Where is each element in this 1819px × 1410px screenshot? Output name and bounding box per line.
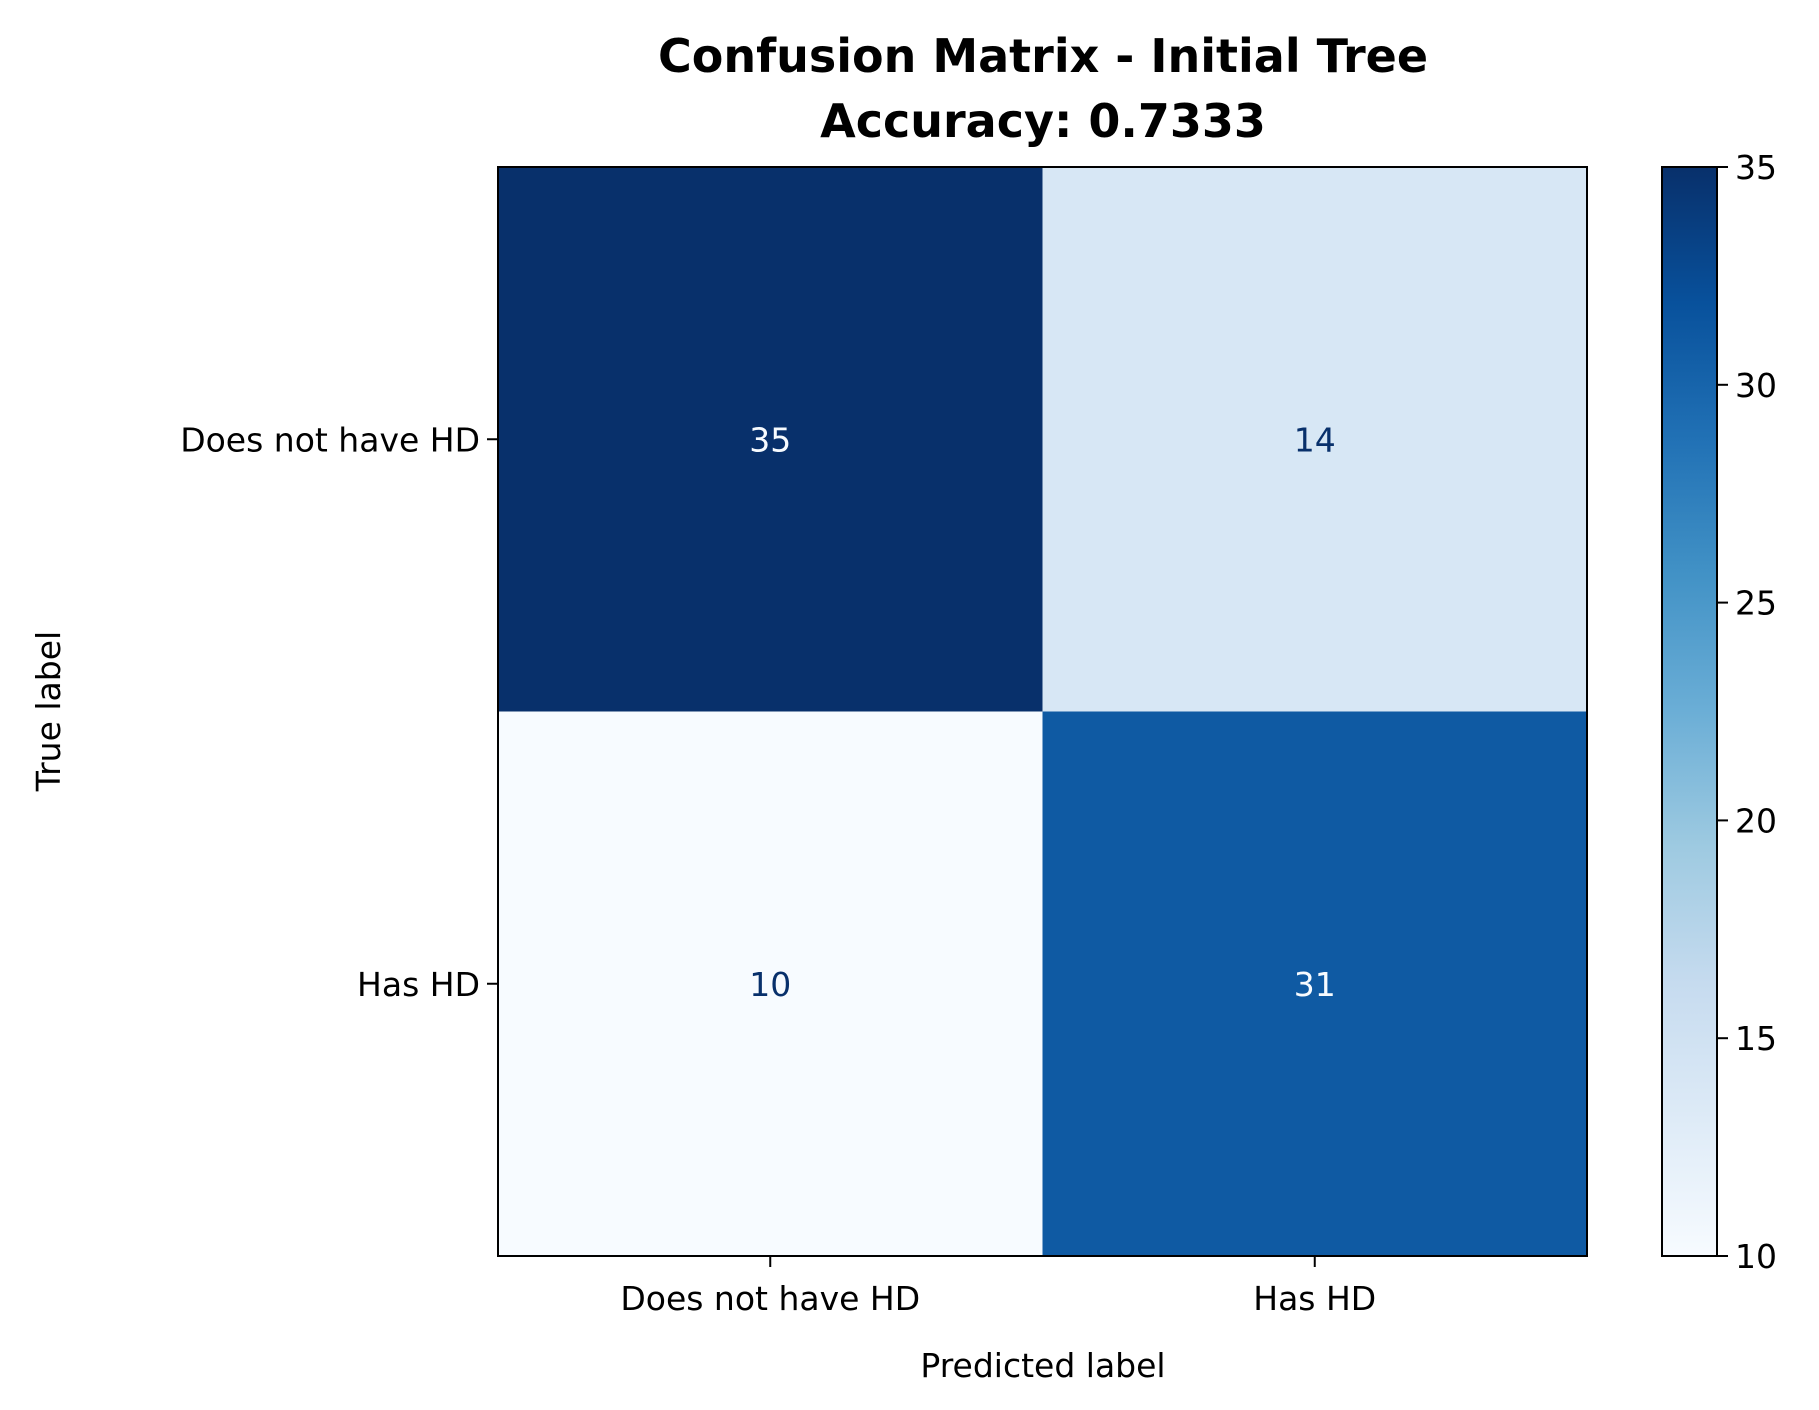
cell-value-r1-c0: 10 [749, 965, 791, 1004]
colorbar-tick-label: 10 [1735, 1237, 1777, 1276]
cell-value-r0-c1: 14 [1294, 420, 1336, 459]
y-axis-ticks: Does not have HD Has HD [180, 420, 498, 1004]
colorbar-tick-label: 30 [1735, 366, 1777, 405]
y-tick-label: Has HD [357, 965, 480, 1004]
colorbar-ticks: 10 15 20 25 30 35 [1717, 148, 1777, 1276]
cell-r1-c1 [1042, 711, 1588, 1257]
cell-value-r1-c1: 31 [1294, 965, 1336, 1004]
matrix-cell-labels: 35 14 10 31 [749, 420, 1336, 1004]
chart-title: Confusion Matrix - Initial Tree [658, 29, 1428, 83]
x-tick-label: Has HD [1253, 1279, 1376, 1318]
cell-r0-c0 [498, 167, 1043, 712]
colorbar-tick-label: 15 [1735, 1019, 1777, 1058]
colorbar-tick-label: 20 [1735, 801, 1777, 840]
colorbar [1661, 166, 1718, 1257]
cell-r1-c0 [498, 711, 1043, 1257]
x-tick-label: Does not have HD [620, 1279, 920, 1318]
colorbar-tick-label: 35 [1735, 148, 1777, 187]
plot-frame [497, 166, 1588, 1257]
cell-r0-c1 [1042, 167, 1588, 712]
x-axis-ticks: Does not have HD Has HD [620, 1256, 1376, 1318]
y-axis-label: True label [29, 631, 68, 792]
matrix-cells [498, 167, 1588, 1257]
chart-subtitle: Accuracy: 0.7333 [820, 94, 1266, 148]
colorbar-tick-label: 25 [1735, 584, 1777, 623]
cell-value-r0-c0: 35 [749, 420, 791, 459]
x-axis-label: Predicted label [920, 1346, 1165, 1385]
y-tick-label: Does not have HD [180, 420, 480, 459]
